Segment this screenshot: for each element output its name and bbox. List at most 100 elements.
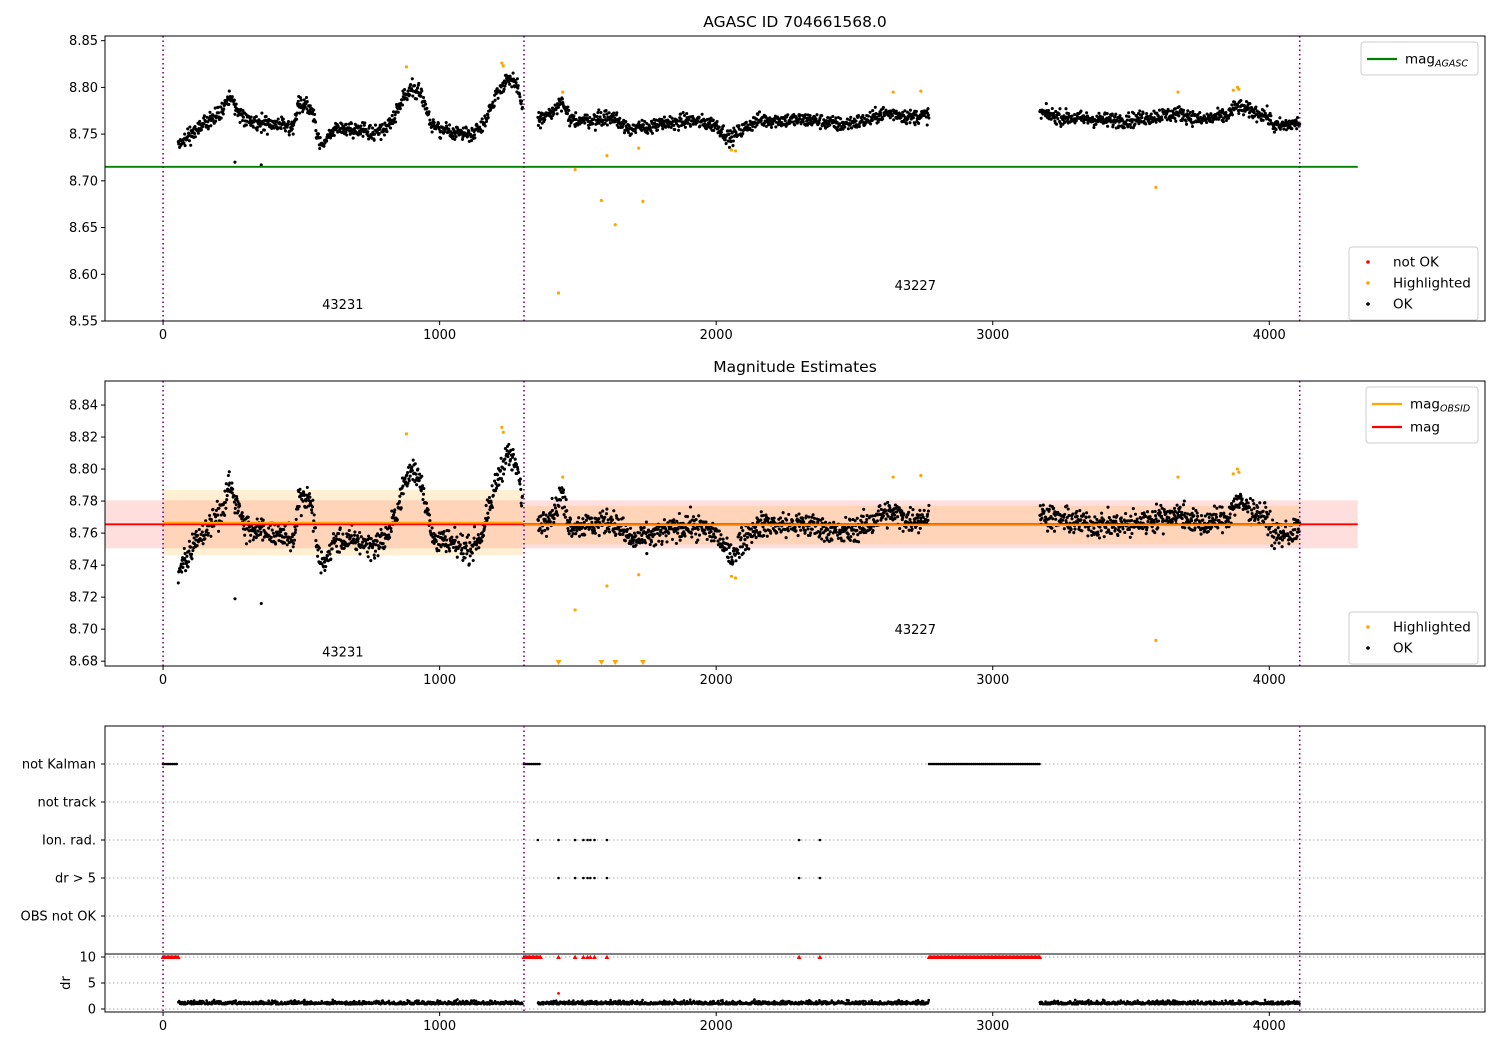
x-tick-label: 0 bbox=[159, 328, 167, 343]
ok-point bbox=[1183, 511, 1187, 515]
ok-point bbox=[817, 121, 821, 125]
flag-marker bbox=[582, 838, 585, 842]
ok-point bbox=[368, 123, 372, 127]
ok-point bbox=[747, 547, 751, 551]
ok-point bbox=[388, 126, 393, 130]
ok-point bbox=[1274, 531, 1278, 535]
ok-point bbox=[861, 114, 865, 118]
ok-point bbox=[1187, 113, 1191, 117]
ok-point bbox=[347, 542, 351, 546]
ok-point bbox=[657, 539, 661, 543]
ok-point bbox=[318, 146, 322, 151]
ok-point bbox=[232, 98, 236, 102]
ok-point bbox=[1293, 528, 1297, 532]
ok-point bbox=[774, 120, 778, 124]
ok-point bbox=[264, 114, 268, 119]
ok-point bbox=[186, 127, 190, 131]
flag-row-label: not Kalman bbox=[22, 758, 96, 773]
ok-point bbox=[1189, 117, 1193, 121]
ok-point bbox=[325, 554, 330, 558]
ok-point bbox=[461, 558, 465, 562]
ok-point bbox=[908, 518, 912, 522]
flag-row-label: OBS not OK bbox=[21, 910, 97, 925]
ok-point bbox=[1046, 529, 1050, 533]
ok-point bbox=[408, 463, 412, 467]
ok-point bbox=[1092, 125, 1096, 130]
ok-point bbox=[901, 110, 905, 114]
ok-point bbox=[316, 132, 321, 136]
ok-point bbox=[607, 530, 612, 534]
ok-point bbox=[885, 526, 889, 530]
ok-point bbox=[302, 493, 306, 497]
ok-point bbox=[1096, 533, 1100, 537]
ok-point bbox=[373, 549, 378, 553]
ok-point bbox=[1295, 127, 1299, 131]
ok-point bbox=[325, 139, 329, 143]
ok-point bbox=[305, 485, 309, 489]
ok-point bbox=[634, 534, 638, 538]
ok-point bbox=[455, 535, 459, 539]
ok-point bbox=[182, 141, 186, 145]
ok-point bbox=[1265, 515, 1269, 519]
ok-point bbox=[1220, 531, 1225, 535]
highlighted-point bbox=[1154, 638, 1158, 642]
highlighted-point bbox=[1176, 475, 1180, 479]
ok-point bbox=[352, 127, 357, 131]
ok-point bbox=[756, 112, 760, 117]
ok-point bbox=[796, 534, 800, 538]
ok-point bbox=[603, 515, 607, 519]
ok-point bbox=[423, 100, 427, 104]
ok-point bbox=[352, 538, 356, 542]
ok-point bbox=[259, 530, 263, 534]
ok-point bbox=[518, 95, 522, 99]
ok-point bbox=[358, 530, 362, 535]
ok-point bbox=[1228, 516, 1232, 520]
ok-point bbox=[1195, 511, 1199, 515]
ok-point bbox=[1190, 124, 1195, 129]
ok-point bbox=[612, 509, 616, 513]
ok-point bbox=[676, 128, 681, 132]
ok-point bbox=[1154, 514, 1158, 518]
ok-point bbox=[208, 513, 212, 518]
ok-point bbox=[364, 128, 368, 132]
ok-point bbox=[820, 537, 824, 541]
ok-point bbox=[1160, 118, 1164, 122]
ok-point bbox=[238, 504, 242, 508]
y-tick-label: 8.78 bbox=[69, 495, 98, 510]
ok-point bbox=[1073, 112, 1077, 117]
ok-point bbox=[904, 525, 908, 529]
ok-point bbox=[808, 114, 812, 118]
ok-point bbox=[399, 506, 403, 510]
ok-point bbox=[793, 525, 797, 529]
ok-point bbox=[655, 128, 660, 132]
ok-point bbox=[286, 120, 291, 124]
ok-point bbox=[543, 528, 547, 532]
ok-point bbox=[1161, 532, 1165, 536]
ok-point bbox=[588, 116, 592, 120]
ok-point bbox=[563, 105, 567, 109]
ok-point bbox=[677, 511, 681, 516]
ok-point bbox=[400, 103, 405, 107]
ok-point bbox=[641, 123, 645, 127]
ok-point bbox=[1146, 519, 1150, 524]
ok-point bbox=[848, 122, 852, 126]
ok-point bbox=[444, 550, 448, 554]
ok-point bbox=[445, 124, 449, 128]
ok-point bbox=[798, 113, 802, 117]
ok-point bbox=[349, 534, 354, 538]
ok-point bbox=[1115, 514, 1119, 518]
ok-point bbox=[552, 517, 556, 521]
ok-point bbox=[919, 516, 923, 520]
ok-point bbox=[199, 532, 203, 536]
ok-point bbox=[366, 555, 370, 559]
ok-point bbox=[865, 517, 869, 522]
ok-point bbox=[1241, 113, 1246, 117]
ok-point bbox=[420, 89, 424, 93]
ok-point bbox=[614, 532, 618, 536]
ok-point bbox=[1087, 515, 1091, 519]
ok-point bbox=[296, 507, 300, 511]
ok-point bbox=[893, 513, 897, 517]
ok-point bbox=[1294, 119, 1298, 123]
ok-point bbox=[1129, 125, 1133, 129]
ok-point bbox=[446, 543, 450, 548]
